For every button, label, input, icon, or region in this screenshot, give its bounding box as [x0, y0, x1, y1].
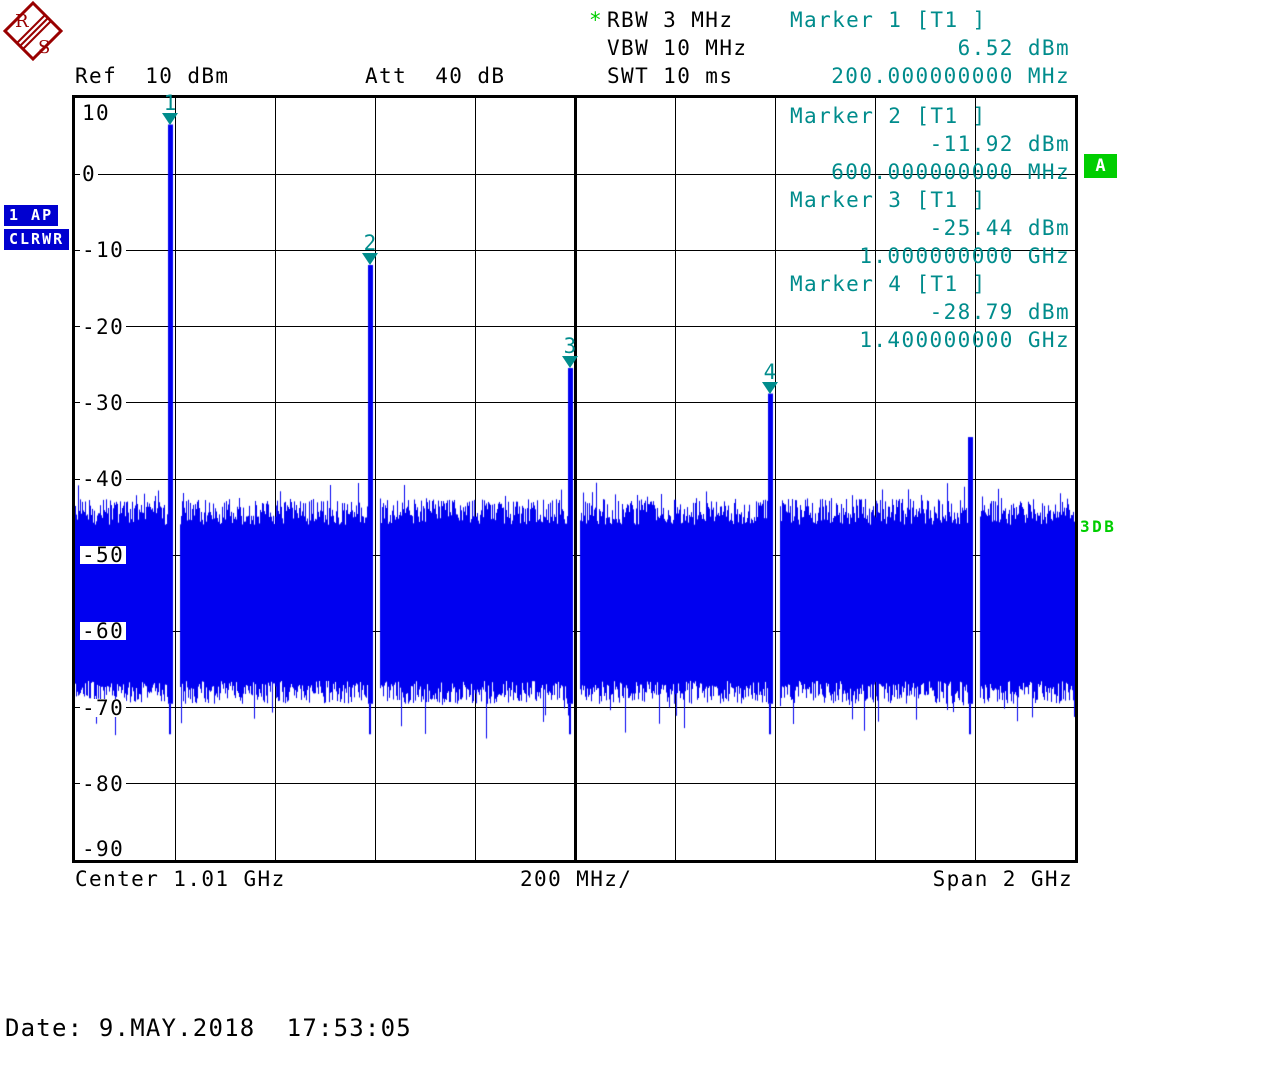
swt-readout: SWT 10 ms: [607, 64, 734, 88]
coupled-setting-star: *: [589, 8, 604, 32]
marker3-title: Marker 3 [T1 ]: [790, 188, 987, 212]
trace-mode-tag-line1: 1 AP: [4, 205, 59, 226]
y-axis-tick-label: -70: [80, 695, 127, 720]
marker-3-triangle-icon: [562, 356, 578, 369]
vbw-readout: VBW 10 MHz: [607, 36, 748, 60]
marker1-title: Marker 1 [T1 ]: [790, 8, 987, 32]
rbw-readout: RBW 3 MHz: [607, 8, 734, 32]
marker1-level: 6.52 dBm: [957, 36, 1070, 60]
marker-2-number-label: 2: [363, 231, 377, 256]
rohde-schwarz-logo: R S: [2, 0, 64, 62]
marker2-frequency: 600.000000000 MHz: [831, 160, 1070, 184]
y-axis-tick-label: -20: [80, 314, 127, 339]
marker-4-number-label: 4: [763, 359, 777, 384]
date-time-stamp: Date: 9.MAY.2018 17:53:05: [5, 1014, 412, 1042]
spectrum-trace-canvas: [75, 98, 1075, 860]
ref-level-readout: Ref 10 dBm: [75, 64, 230, 88]
bandwidth-3db-label: 3DB: [1080, 517, 1117, 536]
y-axis-tick-label: -80: [80, 771, 127, 796]
y-axis-tick-label: -50: [80, 543, 127, 568]
y-axis-tick-label: 10: [80, 101, 113, 125]
logo-letter-r: R: [15, 11, 29, 32]
marker4-frequency: 1.400000000 GHz: [859, 328, 1070, 352]
marker2-level: -11.92 dBm: [929, 132, 1070, 156]
frequency-per-div-label: 200 MHz/: [520, 867, 633, 891]
marker-1-triangle-icon: [162, 112, 178, 125]
trace-mode-tag-line2: CLRWR: [4, 229, 70, 250]
marker3-frequency: 1.000000000 GHz: [859, 244, 1070, 268]
y-axis-tick-label: 0: [80, 162, 99, 187]
y-axis-tick-label: -30: [80, 390, 127, 415]
y-axis-tick-label: -10: [80, 238, 127, 263]
attenuation-readout: Att 40 dB: [365, 64, 506, 88]
y-axis-tick-label: -60: [80, 619, 127, 644]
marker-1-number-label: 1: [163, 90, 177, 115]
marker1-frequency: 200.000000000 MHz: [831, 64, 1070, 88]
marker3-level: -25.44 dBm: [929, 216, 1070, 240]
center-frequency-label: Center 1.01 GHz: [75, 867, 286, 891]
y-axis-tick-label: -40: [80, 467, 127, 491]
marker-4-triangle-icon: [762, 381, 778, 394]
y-axis-tick-label: -90: [80, 837, 127, 861]
logo-letter-s: S: [38, 37, 50, 58]
logo-diamond-icon: R S: [2, 0, 64, 62]
screen-a-badge: A: [1084, 154, 1117, 178]
marker2-title: Marker 2 [T1 ]: [790, 104, 987, 128]
marker4-level: -28.79 dBm: [929, 300, 1070, 324]
marker4-title: Marker 4 [T1 ]: [790, 272, 987, 296]
span-label: Span 2 GHz: [932, 867, 1073, 891]
marker-2-triangle-icon: [362, 253, 378, 266]
diagram-frame: [72, 95, 1078, 863]
marker-3-number-label: 3: [563, 334, 577, 359]
